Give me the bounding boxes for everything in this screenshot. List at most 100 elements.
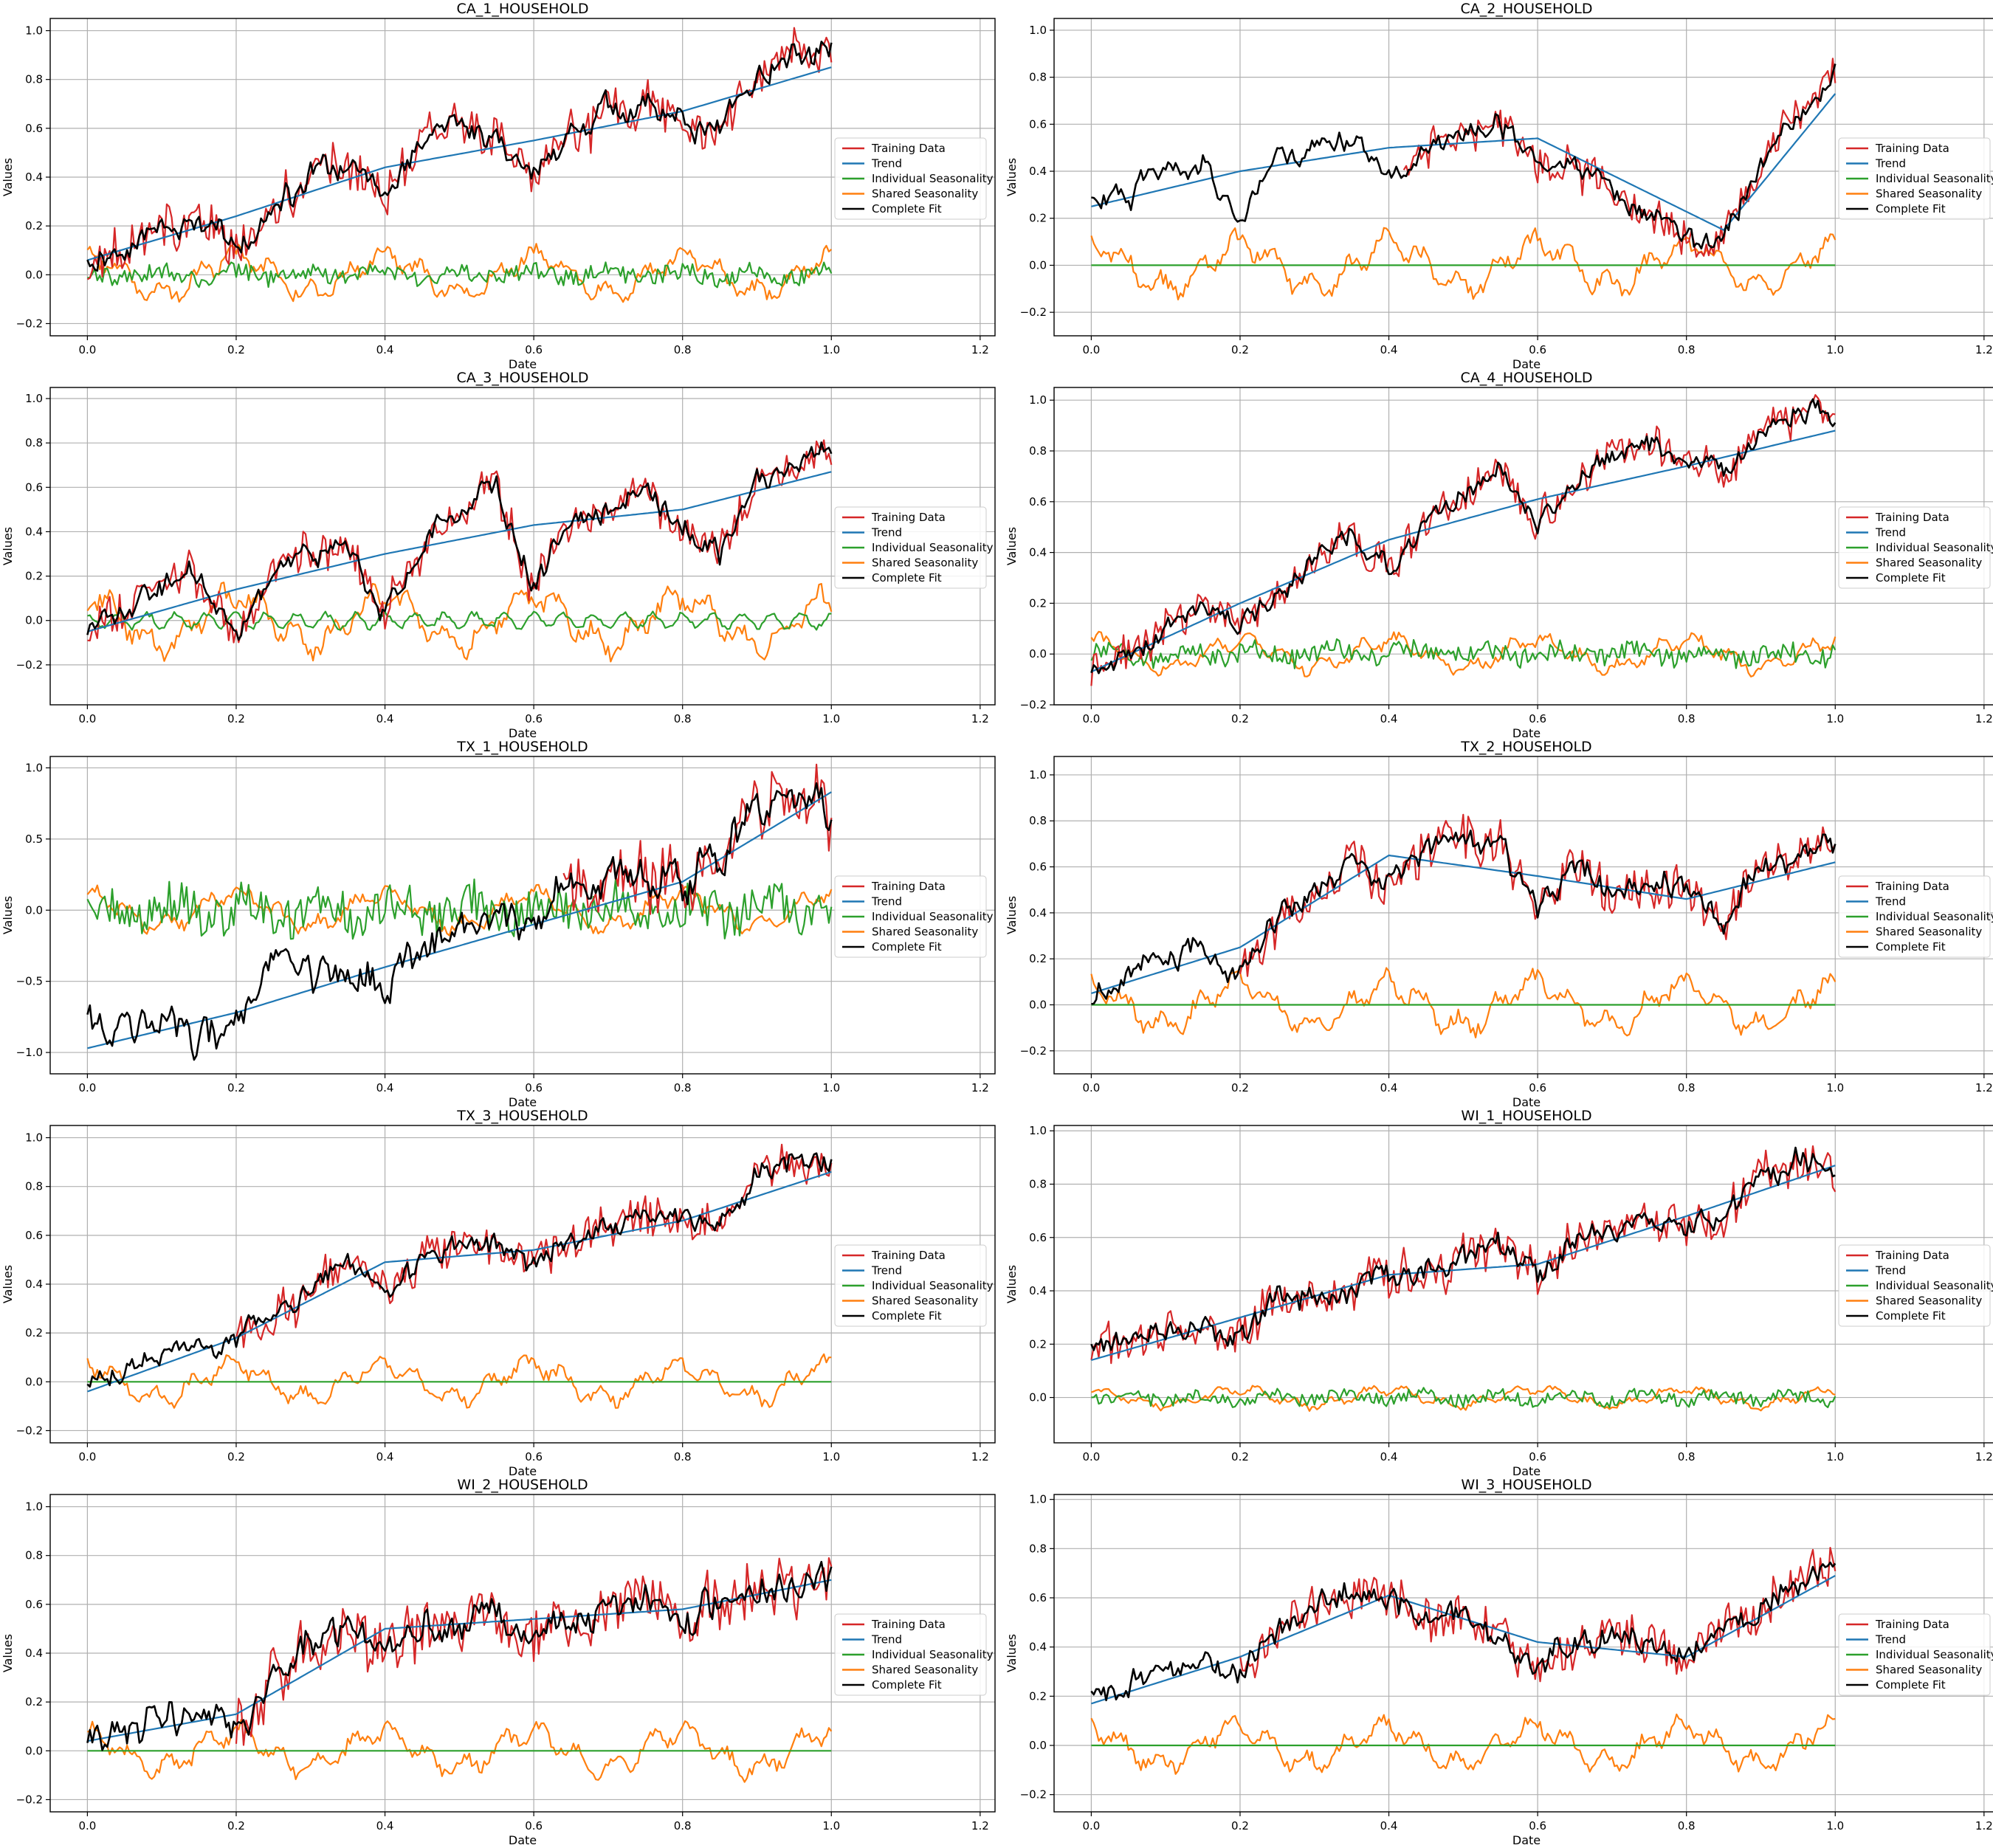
y-tick-label: −1.0 [16, 1046, 43, 1059]
y-tick-label: 0.4 [1029, 1284, 1047, 1297]
x-tick-label: 0.6 [525, 712, 543, 725]
x-tick-label: 0.0 [1082, 712, 1100, 725]
y-tick-label: 0.6 [25, 1229, 43, 1242]
series-shared-line [86, 243, 833, 303]
y-tick-label: −0.2 [16, 317, 43, 330]
x-axis-label: Date [1512, 1095, 1541, 1109]
axes-frame [49, 387, 996, 706]
x-tick-label: 0.6 [1529, 1081, 1546, 1094]
y-tick-label: 0.8 [25, 73, 43, 86]
y-tick-label: −0.2 [1020, 306, 1047, 319]
axes-frame [49, 18, 996, 337]
y-tick-label: 0.8 [25, 1549, 43, 1562]
x-tick-label: 0.0 [78, 1081, 96, 1094]
x-tick-label: 1.2 [1975, 1819, 1993, 1833]
legend-label-training: Training Data [1875, 1249, 1949, 1262]
legend-label-individual: Individual Seasonality [1876, 1279, 1993, 1292]
y-axis-label: Values [1005, 1265, 1019, 1303]
x-tick-label: 0.0 [1082, 1819, 1100, 1833]
y-axis-label: Values [1, 527, 15, 565]
y-tick-label: 1.0 [25, 1500, 43, 1514]
legend-box [834, 875, 987, 958]
y-tick-label: 1.0 [25, 1131, 43, 1145]
legend-label-trend: Trend [871, 526, 902, 539]
x-tick-label: 0.2 [1231, 712, 1249, 725]
x-tick-label: 1.0 [822, 1450, 840, 1463]
x-tick-label: 0.0 [1082, 1450, 1100, 1463]
x-tick-label: 1.2 [971, 712, 989, 725]
y-tick-label: 0.0 [25, 1375, 43, 1388]
axes-frame [49, 756, 996, 1075]
axes-frame [49, 1125, 996, 1444]
legend-label-fit: Complete Fit [872, 571, 942, 585]
y-tick-label: 0.2 [1029, 212, 1047, 225]
legend-label-shared: Shared Seasonality [872, 1663, 978, 1677]
x-tick-label: 0.4 [376, 1081, 394, 1094]
x-axis-label: Date [509, 1464, 537, 1478]
y-tick-label: 1.0 [25, 761, 43, 774]
series-shared-line [86, 1719, 833, 1783]
x-axis-label: Date [509, 1095, 537, 1109]
legend-label-trend: Trend [871, 1264, 902, 1278]
series-shared-line [1090, 227, 1837, 300]
x-tick-label: 1.2 [971, 1081, 989, 1094]
y-tick-label: 1.0 [25, 24, 43, 38]
y-tick-label: 0.0 [1029, 1391, 1047, 1404]
y-tick-label: 0.6 [1029, 1231, 1047, 1244]
series-fit-line [86, 782, 833, 1061]
y-tick-label: 0.8 [25, 436, 43, 449]
x-tick-label: 0.6 [525, 1081, 543, 1094]
legend-label-training: Training Data [871, 880, 946, 893]
subplot-wi-2-household: 0.0 0.2 0.4 0.6 0.8 1.0 1.2 −0.2 0.0 0.2 0.4 0.6 0.8… [1, 1477, 996, 1847]
x-axis-label: Date [509, 1833, 537, 1845]
x-tick-label: 0.2 [227, 1819, 245, 1833]
y-tick-label: 1.0 [1029, 1124, 1047, 1137]
series-fit-line [1091, 63, 1837, 250]
y-tick-label: 0.6 [1029, 1591, 1047, 1604]
x-tick-label: 0.6 [1529, 1819, 1546, 1833]
x-axis-label: Date [1512, 726, 1541, 740]
x-tick-label: 0.8 [1678, 1450, 1696, 1463]
axes-frame [1053, 387, 1993, 706]
y-tick-label: 0.8 [1029, 814, 1047, 827]
legend-label-training: Training Data [871, 1618, 946, 1631]
series-training-line [1090, 394, 1836, 686]
x-tick-label: 1.2 [1975, 1450, 1993, 1463]
x-axis-label: Date [1512, 1464, 1541, 1478]
series-trend-line [1090, 430, 1836, 673]
legend-label-individual: Individual Seasonality [872, 1279, 994, 1292]
x-tick-label: 0.8 [1678, 1081, 1696, 1094]
x-tick-label: 0.0 [1082, 343, 1100, 356]
series-fit-line [1090, 398, 1837, 675]
legend-label-shared: Shared Seasonality [1876, 1294, 1982, 1308]
x-tick-label: 1.0 [1826, 1081, 1844, 1094]
legend-label-individual: Individual Seasonality [872, 172, 994, 185]
x-tick-label: 0.2 [227, 712, 245, 725]
legend-label-shared: Shared Seasonality [1876, 1663, 1982, 1677]
axes-frame [1053, 1494, 1993, 1813]
legend-label-training: Training Data [1875, 511, 1949, 524]
y-tick-label: 0.4 [1029, 165, 1047, 178]
x-tick-label: 0.2 [227, 1081, 245, 1094]
x-tick-label: 0.6 [1529, 712, 1546, 725]
legend-label-shared: Shared Seasonality [1876, 556, 1982, 570]
x-tick-label: 1.0 [822, 343, 840, 356]
x-tick-label: 0.8 [674, 712, 692, 725]
axes-frame [49, 1494, 996, 1813]
series-fit-line [1091, 830, 1837, 1005]
x-tick-label: 0.4 [1380, 712, 1398, 725]
y-tick-label: 0.8 [25, 1180, 43, 1193]
y-tick-label: −0.2 [1020, 1044, 1047, 1058]
series-fit-line [86, 441, 833, 641]
x-tick-label: 0.8 [674, 1450, 692, 1463]
y-tick-label: 1.0 [1029, 1493, 1047, 1506]
x-tick-label: 0.0 [1082, 1081, 1100, 1094]
subplot-title: WI_2_HOUSEHOLD [457, 1477, 588, 1493]
x-tick-label: 1.2 [1975, 712, 1993, 725]
y-tick-label: −0.2 [16, 1793, 43, 1806]
legend-label-fit: Complete Fit [872, 202, 942, 216]
